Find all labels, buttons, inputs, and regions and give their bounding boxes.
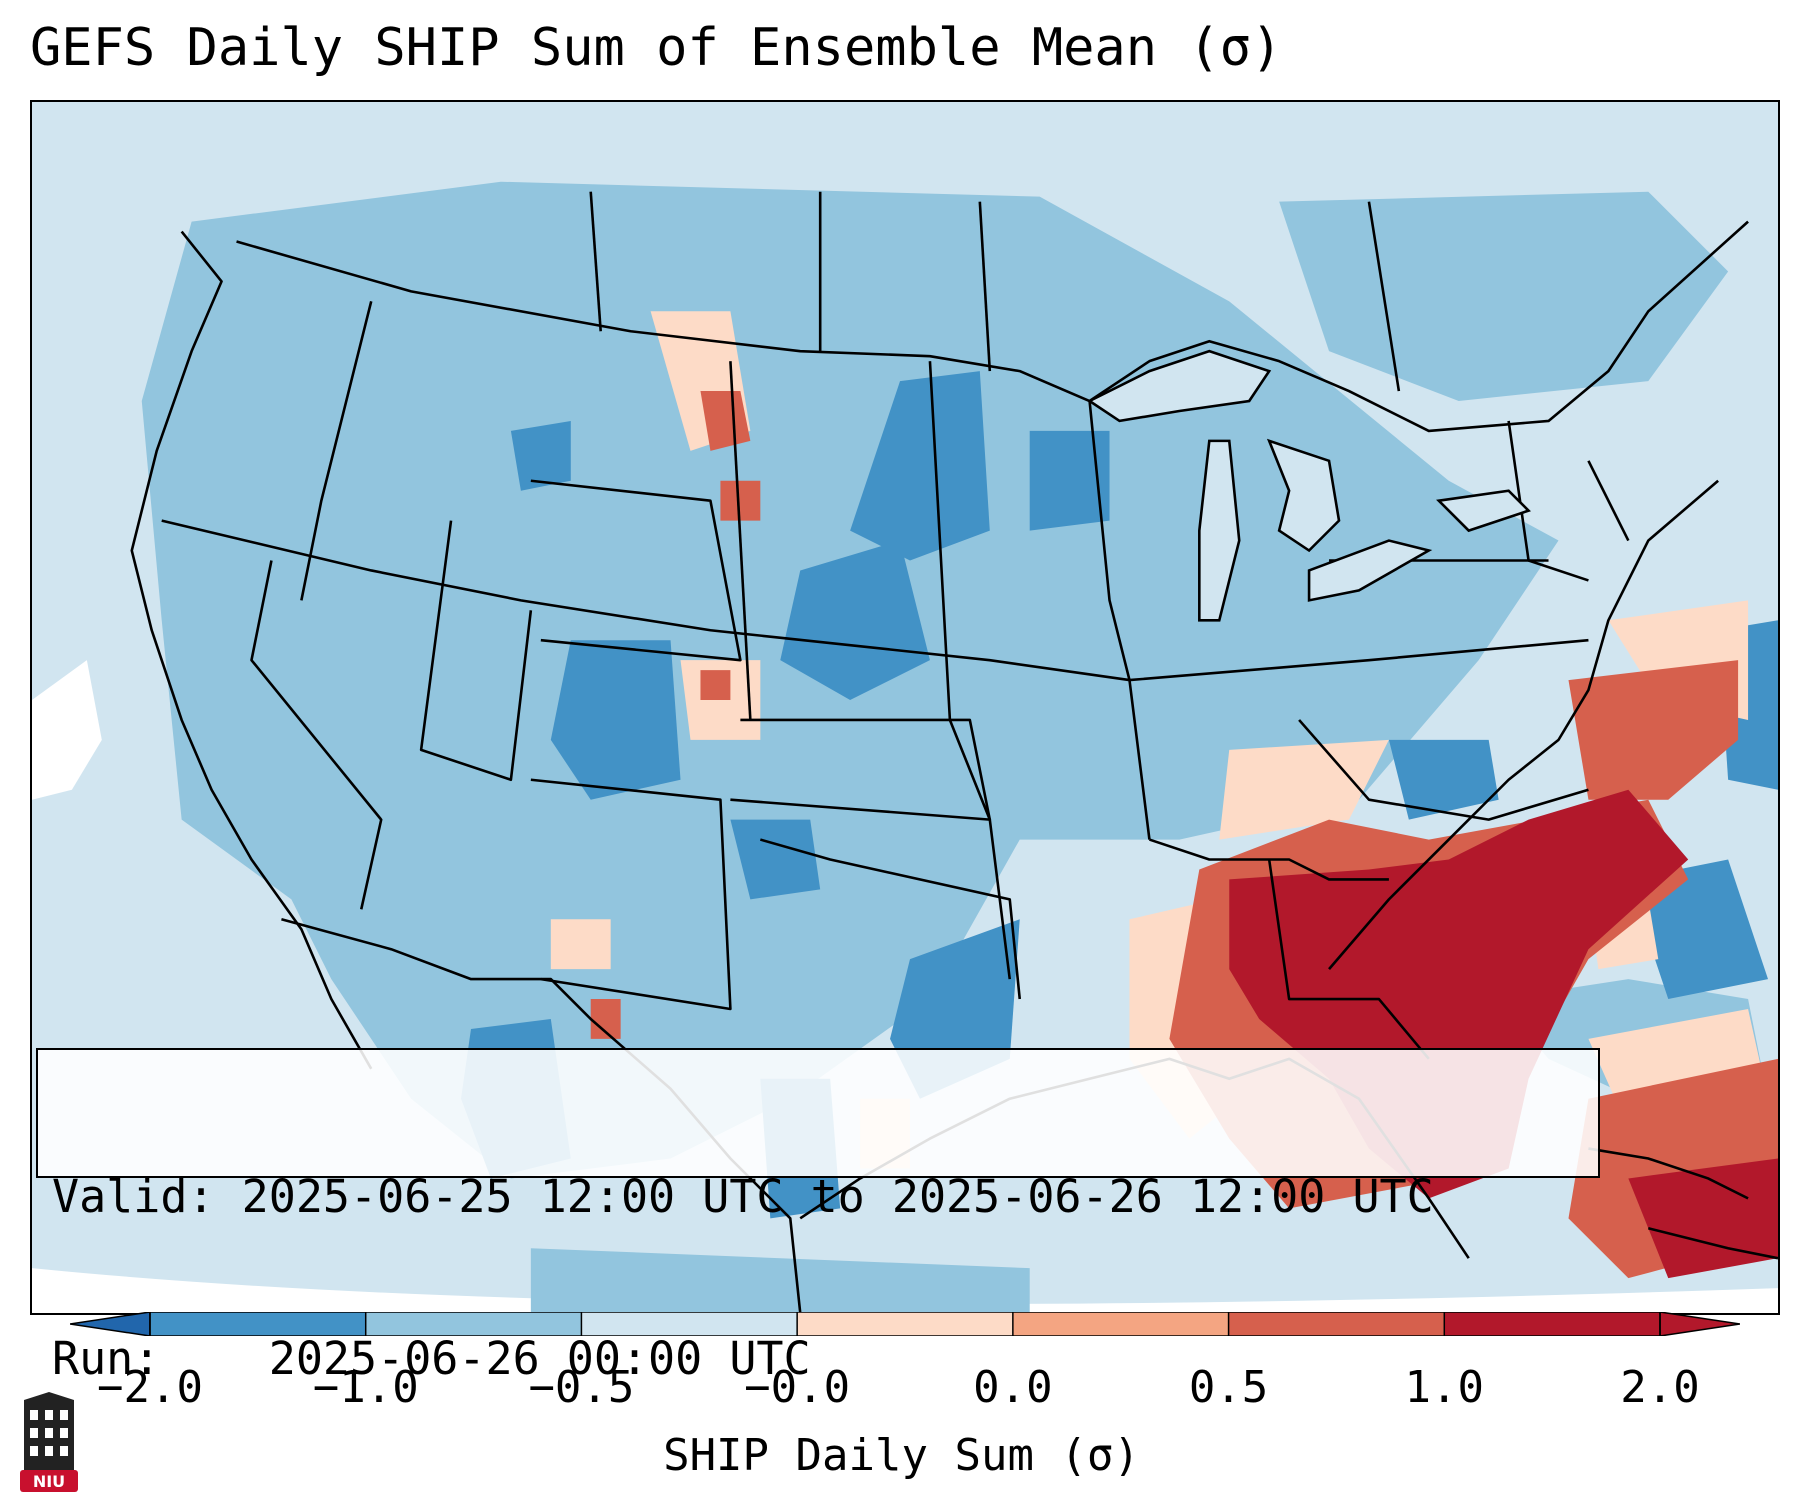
colorbar-segment [1012, 1312, 1230, 1336]
run-line: Run: 2025-06-26 00:00 UTC [52, 1332, 1584, 1386]
us-canada-border [236, 220, 1749, 433]
caribbean-islands [1588, 1147, 1778, 1260]
lake-michigan [1198, 439, 1241, 622]
colorbar-label: SHIP Daily Sum (σ) [663, 1430, 1140, 1481]
colorbar-segments [150, 1312, 1661, 1336]
colorbar-tick-label: 0.5 [1188, 1362, 1269, 1413]
colorbar [70, 1312, 1740, 1336]
boundary-lines [130, 191, 1749, 1313]
colorbar-segment [581, 1312, 798, 1336]
colorbar-extend-high [1659, 1312, 1740, 1336]
great-lakes [1086, 349, 1531, 622]
run-label: Run: [52, 1332, 215, 1385]
colorbar-tick-label: −2.0 [97, 1362, 203, 1413]
run-value: 2025-06-26 00:00 UTC [268, 1332, 811, 1385]
colorbar-segment [1444, 1312, 1661, 1336]
colorbar-tick-label: −0.5 [528, 1362, 635, 1413]
colorbar-extend-low [70, 1312, 151, 1336]
domain-edge-bottom [32, 1268, 1778, 1313]
domain-edge-left [32, 660, 102, 800]
valid-value: 2025-06-25 12:00 UTC to 2025-06-26 12:00… [241, 1170, 1434, 1223]
colorbar-segment [797, 1312, 1014, 1336]
colorbar-segment [1228, 1312, 1445, 1336]
lake-erie [1307, 539, 1433, 602]
valid-label: Valid: [52, 1170, 215, 1223]
valid-line: Valid: 2025-06-25 12:00 UTC to 2025-06-2… [52, 1170, 1584, 1224]
niu-logo: NIU [20, 1392, 78, 1492]
valid-run-info-box: Valid: 2025-06-25 12:00 UTC to 2025-06-2… [36, 1048, 1600, 1385]
lake-huron [1266, 438, 1341, 553]
colorbar-tick-label: 1.0 [1404, 1362, 1485, 1413]
colorbar-tick-label: 0.0 [973, 1362, 1053, 1413]
colorbar-segment [150, 1312, 367, 1336]
logo-text: NIU [33, 1472, 65, 1491]
colorbar-tick-label: 2.0 [1620, 1362, 1700, 1413]
map-title: GEFS Daily SHIP Sum of Ensemble Mean (σ) [30, 18, 1283, 78]
colorbar-segment [365, 1312, 582, 1336]
colorbar-tick-label: −0.0 [744, 1362, 851, 1413]
lake-ontario [1436, 489, 1531, 533]
coastline-west [130, 230, 373, 1070]
us-mexico-border [281, 918, 802, 1313]
east-coast [1328, 479, 1719, 970]
colorbar-tick-label: −1.0 [312, 1362, 419, 1413]
lake-superior [1086, 349, 1272, 423]
